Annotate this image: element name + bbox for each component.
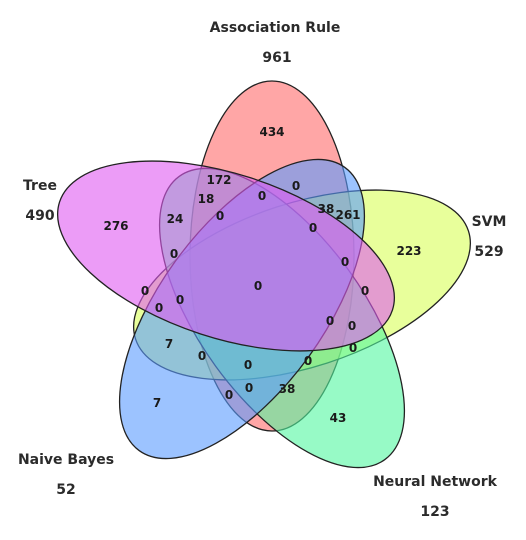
- region-count: 0: [254, 279, 262, 293]
- tree-ellipse: [56, 160, 396, 352]
- region-count: 0: [349, 341, 357, 355]
- region-count: 0: [216, 209, 224, 223]
- region-count: 223: [396, 244, 421, 258]
- region-count: 0: [155, 301, 163, 315]
- set-total-association-rule: 961: [262, 50, 291, 66]
- region-count: 7: [165, 337, 173, 351]
- set-label-svm: SVM: [472, 214, 507, 230]
- region-count: 0: [141, 284, 149, 298]
- region-count: 0: [304, 354, 312, 368]
- region-count: 0: [326, 314, 334, 328]
- set-label-neural-network: Neural Network: [373, 474, 498, 490]
- region-count: 0: [348, 319, 356, 333]
- region-count: 18: [198, 192, 215, 206]
- region-count: 7: [153, 396, 161, 410]
- region-counts: 434 261 223 0 43 38 7 0 276 172 0 0 38 0…: [103, 125, 421, 425]
- set-labels: Association Rule 961 SVM 529 Neural Netw…: [18, 20, 506, 520]
- region-count: 43: [330, 411, 347, 425]
- region-count: 0: [361, 284, 369, 298]
- region-count: 24: [167, 212, 184, 226]
- region-count: 0: [198, 349, 206, 363]
- region-count: 172: [206, 173, 231, 187]
- set-total-svm: 529: [474, 244, 503, 260]
- set-total-tree: 490: [25, 208, 54, 224]
- region-count: 0: [309, 221, 317, 235]
- region-count: 261: [335, 208, 360, 222]
- set-label-tree: Tree: [23, 178, 57, 194]
- region-count: 38: [318, 202, 335, 216]
- region-count: 38: [279, 382, 296, 396]
- region-count: 0: [176, 293, 184, 307]
- region-count: 0: [245, 381, 253, 395]
- region-count: 0: [258, 189, 266, 203]
- set-label-association-rule: Association Rule: [210, 20, 341, 36]
- set-total-neural-network: 123: [420, 504, 449, 520]
- region-count: 0: [292, 179, 300, 193]
- set-total-naive-bayes: 52: [56, 482, 75, 498]
- region-count: 434: [259, 125, 284, 139]
- region-count: 0: [225, 388, 233, 402]
- region-count: 0: [170, 247, 178, 261]
- set-shapes: [56, 80, 472, 469]
- region-count: 0: [341, 255, 349, 269]
- region-count: 276: [103, 219, 128, 233]
- region-count: 0: [244, 358, 252, 372]
- set-label-naive-bayes: Naive Bayes: [18, 452, 114, 468]
